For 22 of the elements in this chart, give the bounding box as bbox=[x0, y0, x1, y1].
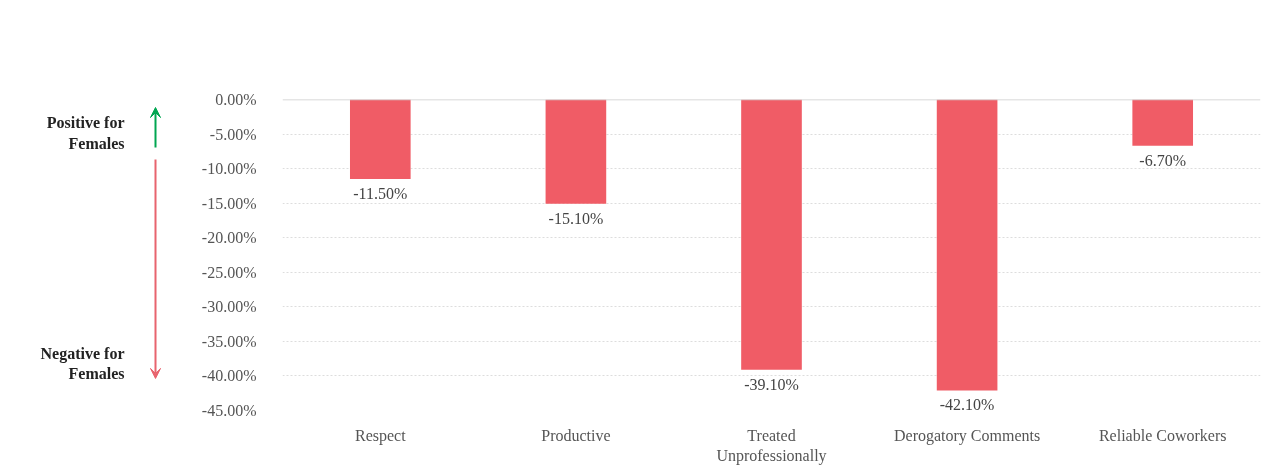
x-tick-label: Treated Unprofessionally bbox=[716, 426, 827, 465]
y-tick-label: -20.00% bbox=[201, 229, 257, 247]
y-tick-label: -35.00% bbox=[201, 332, 257, 350]
y-tick-label: -40.00% bbox=[201, 367, 257, 385]
data-label: -11.50% bbox=[353, 184, 408, 202]
text: Positive for Females bbox=[46, 114, 125, 152]
x-tick-label: Derogatory Comments bbox=[894, 426, 1041, 445]
x-tick-label: Reliable Coworkers bbox=[1098, 426, 1227, 444]
data-label: -39.10% bbox=[744, 375, 799, 393]
y-tick-label: 0.00% bbox=[215, 91, 257, 108]
x-tick-label: Productive bbox=[541, 426, 611, 444]
y-tick-label: -30.00% bbox=[201, 298, 257, 316]
y-tick-label: -45.00% bbox=[201, 402, 257, 419]
y-tick-label: -10.00% bbox=[201, 160, 257, 178]
y-tick-label: -25.00% bbox=[201, 263, 257, 281]
x-tick-label: Respect bbox=[354, 426, 407, 445]
data-label: -42.10% bbox=[939, 396, 995, 414]
y-tick-label: -15.00% bbox=[201, 194, 257, 212]
data-label: -15.10% bbox=[548, 209, 604, 227]
text: Negative for Females bbox=[40, 345, 125, 383]
data-label: -6.70% bbox=[1139, 151, 1187, 169]
y-tick-label: -5.00% bbox=[209, 125, 257, 143]
